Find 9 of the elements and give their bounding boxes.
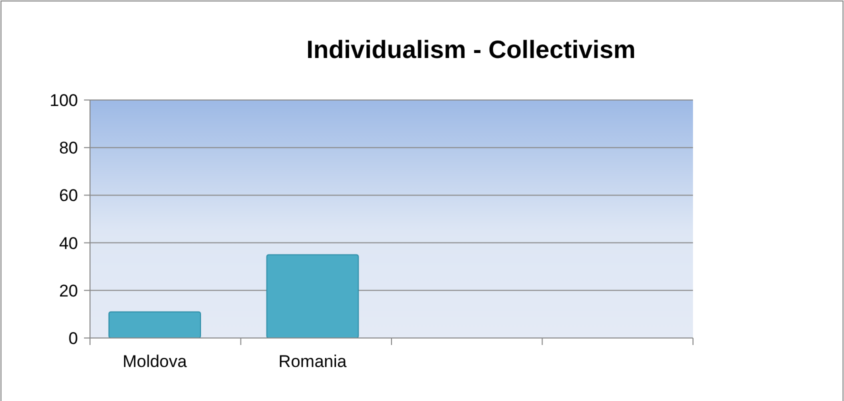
x-tick-label: Moldova: [122, 352, 188, 371]
y-tick-label: 60: [59, 186, 78, 206]
y-tick-label: 40: [59, 234, 78, 253]
y-tick-label: 0: [68, 328, 78, 348]
chart-title: Individualism - Collectivism: [306, 36, 636, 64]
y-tick-label: 100: [50, 90, 78, 110]
y-tick-label: 20: [59, 281, 78, 300]
x-tick-label: Romania: [278, 352, 348, 371]
y-tick-label: 80: [59, 138, 78, 158]
